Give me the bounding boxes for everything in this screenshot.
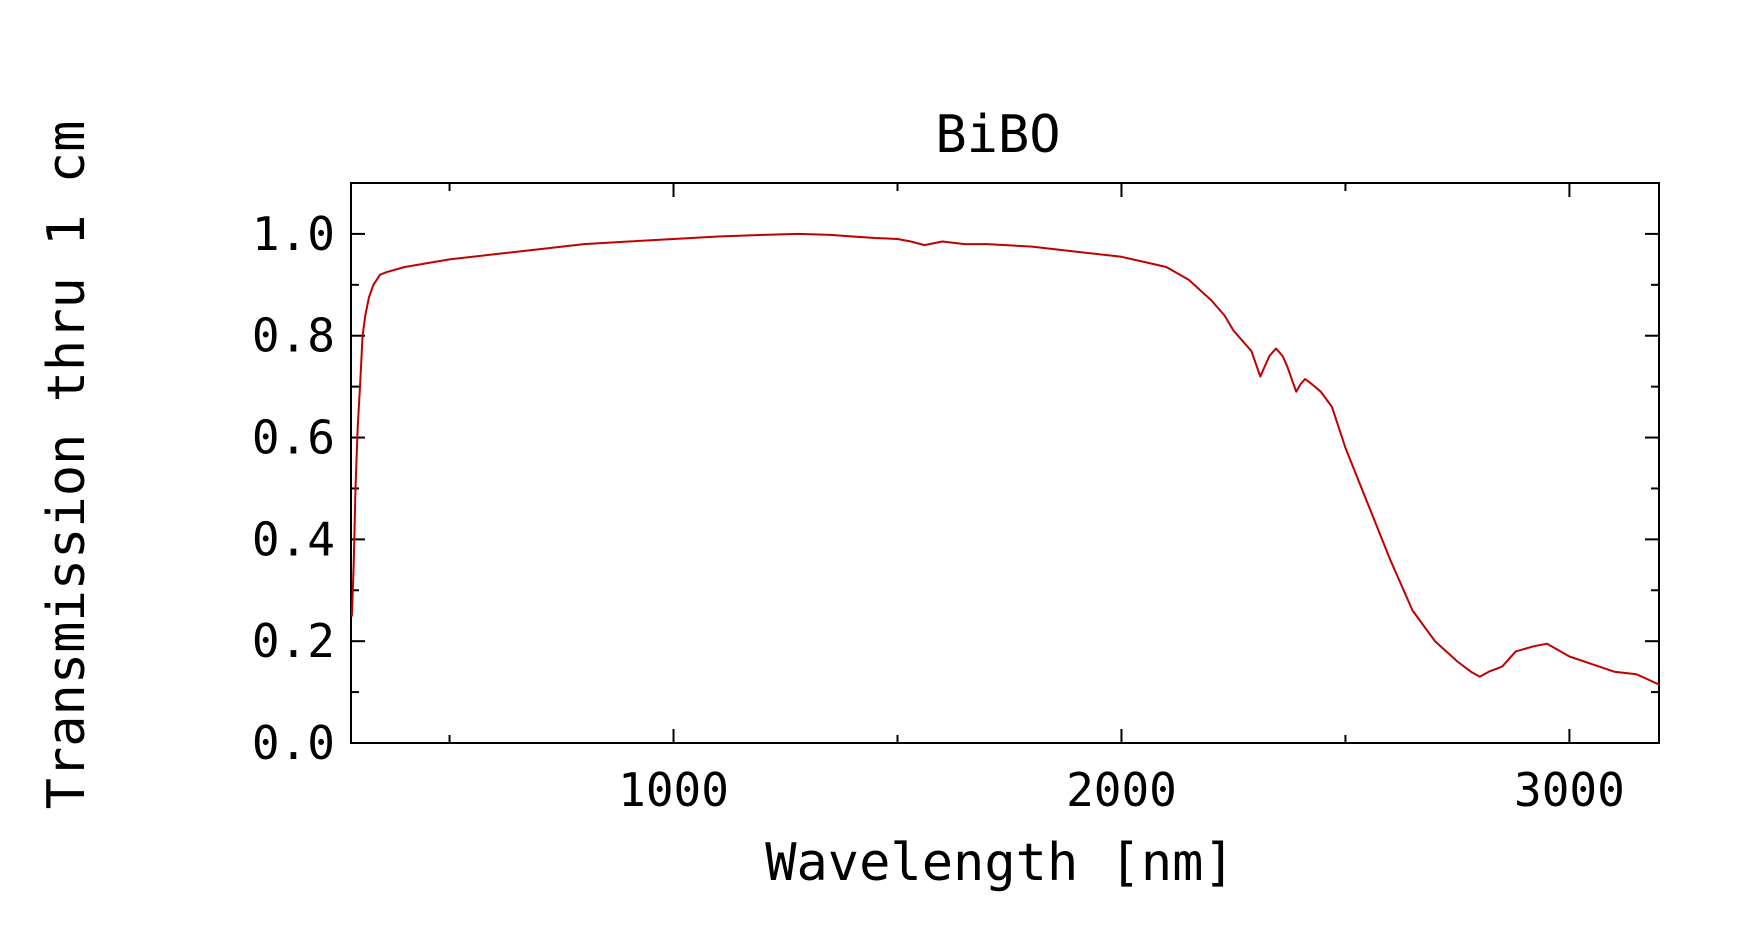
y-tick-label-0.4: 0.4 bbox=[252, 512, 335, 566]
y-tick-label-0.2: 0.2 bbox=[252, 614, 335, 668]
y-tick-label-0.8: 0.8 bbox=[252, 309, 335, 363]
x-tick-label-2000: 2000 bbox=[1066, 763, 1177, 817]
y-tick-label-1: 1.0 bbox=[252, 207, 335, 261]
plot-frame bbox=[350, 182, 1660, 744]
tick-marks bbox=[351, 183, 1659, 744]
y-tick-label-0: 0.0 bbox=[252, 716, 335, 770]
x-tick-label-3000: 3000 bbox=[1514, 763, 1625, 817]
y-axis-label: Transmission thru 1 cm bbox=[37, 121, 97, 810]
x-axis-label: Wavelength [nm] bbox=[765, 833, 1235, 893]
x-tick-label-1000: 1000 bbox=[618, 763, 729, 817]
series-layer bbox=[350, 232, 1660, 686]
y-tick-label-0.6: 0.6 bbox=[252, 411, 335, 465]
tick-labels: 1000 2000 3000 0.0 0.2 0.4 0.6 0.8 1.0 bbox=[252, 207, 1625, 817]
chart-title: BiBO bbox=[935, 105, 1060, 165]
transmission-curve-0 bbox=[350, 232, 1660, 686]
